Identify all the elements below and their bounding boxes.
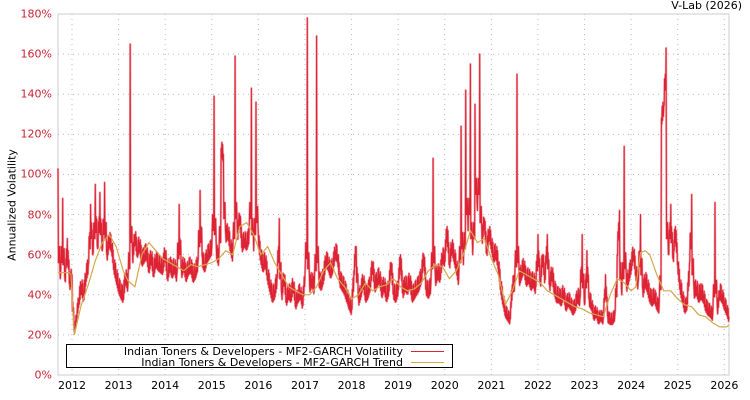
x-tick-label: 2025 <box>663 379 692 392</box>
x-tick-label: 2022 <box>523 379 552 392</box>
y-tick-label: 20% <box>27 328 52 342</box>
x-tick-label: 2020 <box>430 379 459 392</box>
y-tick-label: 180% <box>20 7 52 21</box>
grid-lines <box>58 13 729 375</box>
volatility-series <box>56 16 731 334</box>
y-tick-label: 140% <box>20 87 52 101</box>
x-tick-label: 2013 <box>104 379 133 392</box>
x-tick-label: 2021 <box>477 379 506 392</box>
legend-label-volatility: Indian Toners & Developers - MF2-GARCH V… <box>123 344 403 358</box>
trend-line <box>58 221 730 336</box>
volatility-halo <box>56 16 731 334</box>
legend-swatch-volatility <box>411 350 444 352</box>
y-tick-label: 100% <box>20 167 52 181</box>
legend: Indian Toners & Developers - MF2-GARCH V… <box>66 344 453 369</box>
legend-item-trend: Indian Toners & Developers - MF2-GARCH T… <box>141 355 444 369</box>
x-tick-label: 2024 <box>617 379 646 392</box>
y-tick-label: 0% <box>34 368 52 382</box>
y-tick-label: 120% <box>20 127 52 141</box>
legend-item-volatility: Indian Toners & Developers - MF2-GARCH V… <box>123 344 444 358</box>
x-tick-label: 2019 <box>384 379 413 392</box>
legend-label-trend: Indian Toners & Developers - MF2-GARCH T… <box>141 355 403 369</box>
y-tick-label: 40% <box>27 288 52 302</box>
legend-swatch-trend <box>411 361 444 363</box>
x-tick-label: 2018 <box>337 379 366 392</box>
x-tick-label: 2016 <box>244 379 273 392</box>
source-credit: V-Lab (2026) <box>671 0 742 12</box>
x-tick-label: 2015 <box>197 379 226 392</box>
y-tick-label: 160% <box>20 47 52 61</box>
y-tick-label: 60% <box>27 248 52 262</box>
x-tick-label: 2026 <box>710 379 739 392</box>
y-tick-label: 80% <box>27 208 52 222</box>
plot-border <box>57 13 730 376</box>
trend-series <box>58 221 730 336</box>
x-tick-label: 2012 <box>57 379 86 392</box>
x-tick-label: 2023 <box>570 379 599 392</box>
x-tick-label: 2017 <box>290 379 319 392</box>
y-axis-label-text: Annualized Volatility <box>5 149 19 261</box>
x-tick-label: 2014 <box>151 379 180 392</box>
